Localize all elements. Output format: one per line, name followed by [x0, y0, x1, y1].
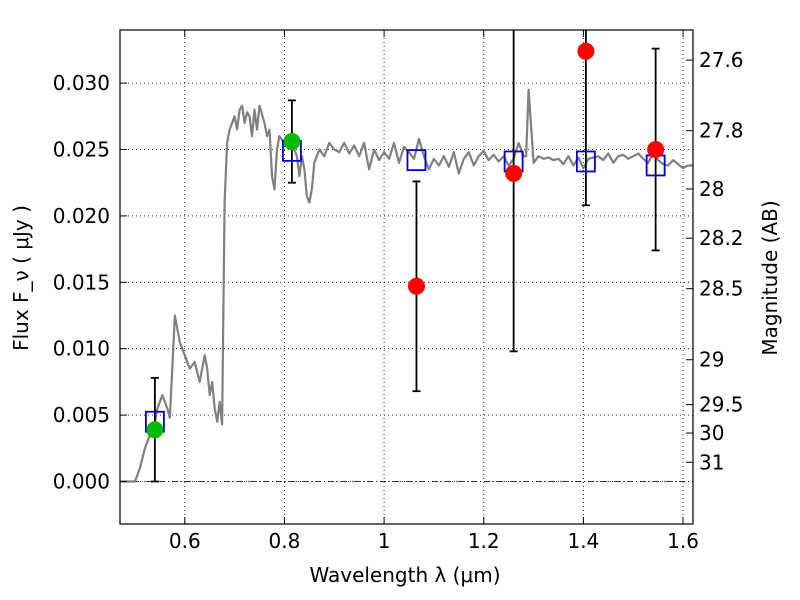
x-tick-label: 1.2 [468, 529, 500, 553]
sed-line [120, 88, 693, 483]
detection-point [146, 421, 164, 439]
y-tick-label: 0.010 [53, 337, 110, 361]
mag-tick-label: 28 [699, 177, 724, 201]
sed-layer [120, 88, 693, 483]
mag-tick-label: 29 [699, 348, 724, 372]
y-axis-title: Flux F_ν ( μJy ) [9, 205, 33, 351]
mag-tick-label: 28.5 [699, 277, 744, 301]
grid [120, 30, 693, 524]
x-tick-label: 0.8 [269, 529, 301, 553]
upper-limit-point [407, 277, 425, 295]
y-tick-label: 0.030 [53, 71, 110, 95]
markers [144, 42, 666, 439]
y-tick-label: 0.020 [53, 204, 110, 228]
y-tick-label: 0.025 [53, 138, 110, 162]
upper-limit-point [577, 42, 595, 60]
y-tick-label: 0.015 [53, 270, 110, 294]
mag-tick-label: 27.6 [699, 48, 744, 72]
upper-limit-point [647, 141, 665, 159]
detection-point [283, 133, 301, 151]
x-axis-title: Wavelength λ (μm) [309, 563, 500, 587]
axis-ticks [120, 30, 693, 524]
mag-tick-label: 27.8 [699, 119, 744, 143]
mag-tick-label: 30 [699, 421, 724, 445]
x-tick-label: 1.4 [567, 529, 599, 553]
upper-limit-point [505, 164, 523, 182]
mag-tick-label: 31 [699, 450, 724, 474]
mag-tick-label: 29.5 [699, 393, 744, 417]
tick-labels: 0.6 0.8 1 1.2 1.4 1.6 0.000 0.005 0.010 0.015 0.02… [53, 48, 744, 553]
model-flux-square [575, 150, 596, 173]
right-axis-title: Magnitude (AB) [758, 200, 782, 355]
y-tick-label: 0.000 [53, 470, 110, 494]
model-flux-square [406, 149, 427, 172]
y-tick-label: 0.005 [53, 403, 110, 427]
x-tick-label: 1.6 [667, 529, 699, 553]
plot-frame [119, 29, 694, 525]
x-tick-label: 0.6 [169, 529, 201, 553]
mag-tick-label: 28.2 [699, 226, 744, 250]
x-tick-label: 1 [378, 529, 391, 553]
